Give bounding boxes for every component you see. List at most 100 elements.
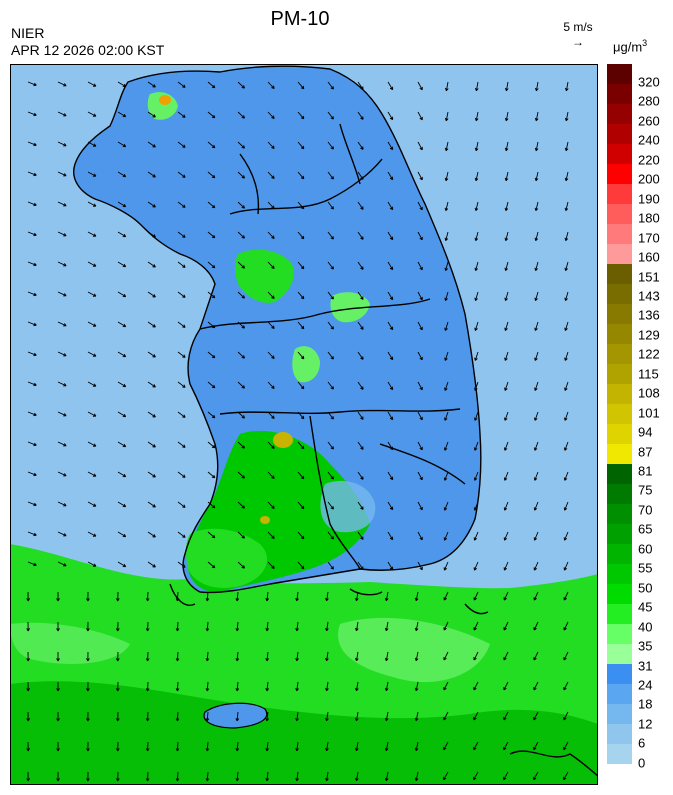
wind-arrow-icon bbox=[325, 711, 329, 722]
wind-arrow-icon bbox=[564, 171, 569, 182]
wind-arrow-icon bbox=[564, 291, 569, 301]
legend-swatch bbox=[607, 404, 632, 425]
wind-arrow-icon bbox=[297, 81, 305, 90]
wind-arrow-icon bbox=[87, 441, 97, 447]
wind-arrow-icon bbox=[177, 261, 186, 268]
legend-tick-label: 65 bbox=[638, 521, 653, 537]
wind-arrow-icon bbox=[87, 381, 97, 387]
wind-arrow-icon bbox=[175, 711, 180, 722]
legend-tick-label: 101 bbox=[638, 405, 660, 421]
wind-arrow-icon bbox=[267, 471, 275, 479]
wind-arrow-icon bbox=[237, 471, 245, 479]
wind-arrow-icon bbox=[27, 501, 37, 507]
wind-arrow-icon bbox=[473, 531, 479, 541]
wind-arrow-icon bbox=[414, 771, 419, 782]
legend-tick-label: 45 bbox=[638, 599, 653, 615]
wind-arrow-icon bbox=[387, 141, 394, 151]
wind-arrow-icon bbox=[473, 441, 479, 451]
wind-arrow-icon bbox=[444, 381, 449, 391]
wind-arrow-icon bbox=[417, 321, 423, 331]
wind-arrow-icon bbox=[57, 501, 67, 507]
wind-arrow-icon bbox=[115, 591, 120, 602]
wind-arrow-icon bbox=[207, 291, 216, 299]
wind-arrow-icon bbox=[387, 471, 394, 481]
wind-arrow-icon bbox=[145, 621, 150, 632]
wind-arrow-icon bbox=[473, 621, 479, 631]
wind-arrow-icon bbox=[207, 561, 216, 569]
legend-swatch bbox=[607, 164, 632, 185]
wind-arrow-icon bbox=[503, 681, 509, 691]
wind-arrow-icon bbox=[237, 291, 245, 299]
wind-arrow-icon bbox=[504, 201, 509, 212]
wind-arrow-icon bbox=[205, 741, 210, 752]
wind-arrow-icon bbox=[237, 321, 245, 329]
wind-arrow-icon bbox=[355, 681, 359, 692]
wind-arrow-icon bbox=[534, 201, 539, 212]
wind-arrow-icon bbox=[56, 771, 60, 782]
wind-arrow-icon bbox=[443, 651, 449, 661]
wind-arrow-icon bbox=[117, 441, 127, 448]
wind-arrow-icon bbox=[297, 141, 305, 150]
wind-arrow-icon bbox=[207, 81, 216, 89]
wind-arrow-icon bbox=[357, 501, 364, 510]
wind-arrow-icon bbox=[265, 591, 270, 602]
wind-arrow-icon bbox=[207, 381, 216, 389]
wind-arrow-icon bbox=[57, 261, 67, 267]
wind-arrow-icon bbox=[56, 711, 60, 722]
wind-arrow-icon bbox=[237, 441, 245, 449]
wind-arrow-icon bbox=[387, 111, 394, 121]
wind-arrow-icon bbox=[357, 171, 364, 180]
wind-arrow-icon bbox=[564, 81, 569, 92]
wind-arrow-icon bbox=[87, 411, 97, 417]
wind-arrow-icon bbox=[27, 441, 37, 447]
legend-swatch bbox=[607, 524, 632, 545]
wind-arrow-icon bbox=[355, 771, 359, 782]
wind-arrow-icon bbox=[533, 501, 539, 511]
wind-arrow-icon bbox=[327, 291, 334, 300]
legend-swatch bbox=[607, 284, 632, 305]
wind-arrow-icon bbox=[417, 81, 423, 91]
wind-arrow-icon bbox=[205, 591, 210, 602]
legend-tick-label: 70 bbox=[638, 502, 653, 518]
wind-arrow-icon bbox=[177, 471, 186, 478]
legend-swatch bbox=[607, 204, 632, 225]
wind-arrow-icon bbox=[357, 441, 364, 450]
wind-arrow-icon bbox=[87, 561, 97, 567]
legend-swatch bbox=[607, 224, 632, 245]
legend-tick-label: 122 bbox=[638, 346, 660, 362]
wind-arrow-icon bbox=[355, 651, 359, 662]
wind-arrow-icon bbox=[177, 81, 186, 88]
wind-arrow-icon bbox=[145, 651, 150, 662]
wind-arrow-icon bbox=[387, 381, 394, 391]
wind-arrow-icon bbox=[563, 591, 569, 601]
wind-arrow-icon bbox=[117, 291, 127, 298]
wind-arrow-icon bbox=[387, 81, 394, 91]
wind-arrow-icon bbox=[297, 351, 305, 360]
legend-tick-label: 24 bbox=[638, 677, 653, 693]
gangwon-green-patch bbox=[330, 292, 370, 323]
coastlines bbox=[73, 65, 598, 777]
wind-arrow-icon bbox=[357, 201, 364, 210]
wind-arrow-icon bbox=[534, 351, 539, 361]
wind-arrow-icon bbox=[57, 561, 67, 567]
legend-tick-label: 50 bbox=[638, 580, 653, 596]
wind-arrow-icon bbox=[355, 621, 359, 632]
datetime-label: APR 12 2026 02:00 KST bbox=[11, 42, 165, 58]
wind-arrow-icon bbox=[387, 411, 394, 421]
wind-arrow-icon bbox=[295, 771, 299, 782]
legend-tick-label: 81 bbox=[638, 463, 653, 479]
wind-arrow-icon bbox=[27, 471, 37, 477]
wind-arrow-icon bbox=[414, 651, 419, 662]
wind-arrow-icon bbox=[177, 501, 186, 508]
wind-arrow-icon bbox=[57, 171, 67, 177]
wind-arrow-icon bbox=[327, 261, 334, 270]
wind-arrow-icon bbox=[177, 111, 186, 118]
wind-arrow-icon bbox=[564, 201, 569, 212]
inland-light-blue bbox=[320, 480, 376, 533]
wind-arrow-icon bbox=[387, 231, 394, 241]
wind-arrow-icon bbox=[86, 651, 90, 662]
wind-arrow-icon bbox=[57, 321, 67, 327]
legend-tick-label: 129 bbox=[638, 327, 660, 343]
wind-arrow-icon bbox=[563, 561, 569, 571]
wind-arrow-icon bbox=[503, 771, 509, 781]
